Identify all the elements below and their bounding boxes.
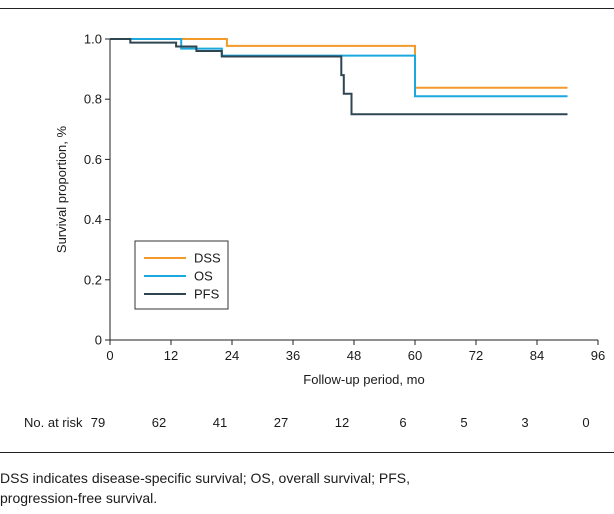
at-risk-count: 6 <box>399 415 406 430</box>
at-risk-count: 79 <box>91 415 105 430</box>
curve-dss <box>110 38 568 89</box>
legend-label-dss: DSS <box>194 251 221 266</box>
y-axis-title: Survival proportion, % <box>54 125 69 253</box>
at-risk-count: 3 <box>521 415 528 430</box>
x-tick-label: 0 <box>106 348 113 363</box>
y-tick-label: 0.2 <box>84 272 102 287</box>
at-risk-count: 41 <box>213 415 227 430</box>
y-tick-label: 0.4 <box>84 212 102 227</box>
caption-line-1: DSS indicates disease-specific survival;… <box>0 470 411 486</box>
at-risk-label: No. at risk <box>24 415 83 430</box>
y-tick-label: 1.0 <box>84 32 102 47</box>
legend-label-os: OS <box>194 269 213 284</box>
at-risk-count: 12 <box>335 415 349 430</box>
x-tick-label: 24 <box>225 348 239 363</box>
y-tick-label: 0 <box>95 333 102 348</box>
y-tick-label: 0.8 <box>84 92 102 107</box>
caption-line-2: progression-free survival. <box>0 490 158 506</box>
curve-pfs <box>110 38 568 116</box>
x-tick-label: 96 <box>591 348 605 363</box>
at-risk-count: 5 <box>460 415 467 430</box>
at-risk-count: 27 <box>274 415 288 430</box>
legend-label-pfs: PFS <box>194 287 220 302</box>
x-tick-label: 12 <box>164 348 178 363</box>
top-rule <box>0 8 614 9</box>
chart-axes: 0 0.2 0.4 0.6 0.8 1.0 0 12 24 36 48 60 72 84 96 Follow-… <box>54 32 605 388</box>
x-tick-label: 72 <box>469 348 483 363</box>
x-tick-label: 60 <box>408 348 422 363</box>
figure-caption: DSS indicates disease-specific survival;… <box>0 468 600 508</box>
x-axis-title: Follow-up period, mo <box>303 372 424 387</box>
at-risk-count: 62 <box>152 415 166 430</box>
chart-legend: DSS OS PFS <box>134 240 229 310</box>
at-risk-table: No. at risk 79 62 41 27 12 6 5 3 0 <box>24 415 590 430</box>
x-tick-label: 48 <box>347 348 361 363</box>
y-tick-label: 0.6 <box>84 152 102 167</box>
survival-chart: 00.20.40.60.81.00 12 24 36 48 60 72 84 96Follow-… <box>24 32 605 431</box>
survival-curves <box>110 38 568 116</box>
at-risk-count: 0 <box>582 415 589 430</box>
caption-rule <box>0 452 614 453</box>
x-tick-label: 36 <box>286 348 300 363</box>
x-tick-label: 84 <box>530 348 544 363</box>
